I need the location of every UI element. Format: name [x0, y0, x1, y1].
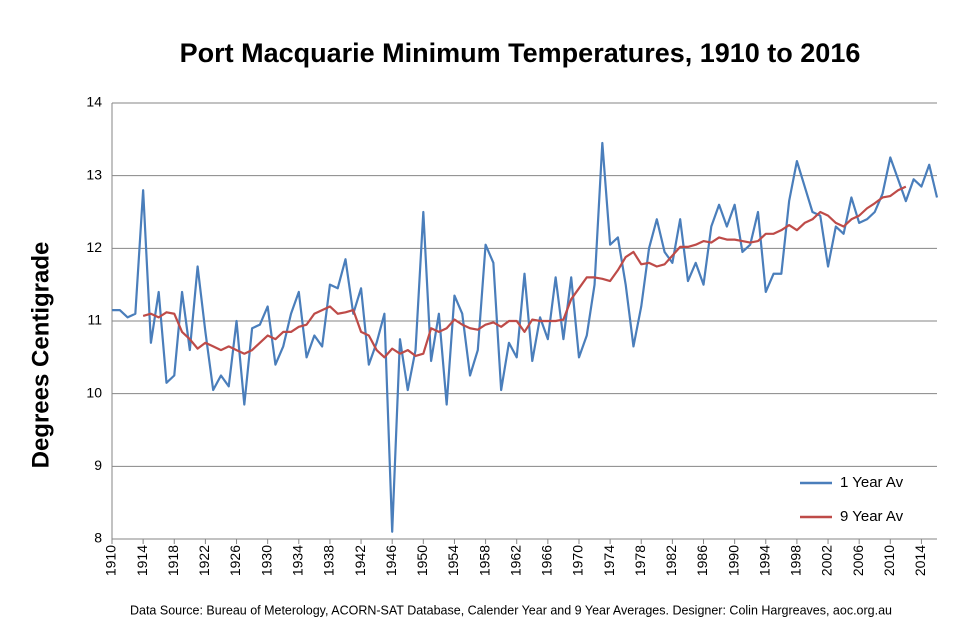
x-tick-label: 1918 — [165, 545, 181, 576]
x-tick-label: 1930 — [258, 545, 274, 576]
y-tick-label: 10 — [86, 384, 102, 400]
x-tick-label: 1962 — [507, 545, 523, 576]
x-tick-label: 1926 — [227, 545, 243, 576]
legend-label: 1 Year Av — [840, 474, 904, 491]
x-tick-label: 1974 — [601, 545, 617, 576]
y-tick-label: 12 — [86, 239, 102, 255]
x-tick-label: 1982 — [663, 545, 679, 576]
series-line — [142, 185, 907, 359]
x-tick-label: 1966 — [539, 545, 555, 576]
y-tick-label: 14 — [86, 94, 102, 110]
x-tick-label: 1910 — [103, 545, 119, 576]
x-tick-label: 2014 — [912, 545, 928, 576]
y-tick-label: 9 — [94, 457, 102, 473]
series-line — [112, 141, 939, 533]
x-tick-label: 1938 — [321, 545, 337, 576]
x-tick-label: 2010 — [881, 545, 897, 576]
x-tick-label: 1950 — [414, 545, 430, 576]
y-tick-label: 11 — [87, 312, 102, 328]
x-tick-label: 2002 — [819, 545, 835, 576]
chart-title: Port Macquarie Minimum Temperatures, 191… — [180, 38, 861, 68]
x-tick-label: 1942 — [352, 545, 368, 576]
x-tick-label: 1934 — [289, 545, 305, 576]
x-tick-label: 1958 — [476, 545, 492, 576]
y-tick-label: 13 — [86, 166, 102, 182]
x-tick-label: 1970 — [570, 545, 586, 576]
x-tick-label: 1922 — [196, 545, 212, 576]
x-tick-label: 1986 — [694, 545, 710, 576]
x-tick-label: 1990 — [725, 545, 741, 576]
x-tick-label: 1954 — [445, 545, 461, 576]
y-axis-label: Degrees Centigrade — [27, 242, 54, 469]
x-tick-label: 1978 — [632, 545, 648, 576]
y-tick-label: 8 — [94, 530, 102, 546]
x-tick-label: 1998 — [788, 545, 804, 576]
footnote: Data Source: Bureau of Meterology, ACORN… — [130, 603, 892, 617]
x-tick-label: 1946 — [383, 545, 399, 576]
x-tick-label: 1994 — [756, 545, 772, 576]
legend-label: 9 Year Av — [840, 508, 904, 525]
x-tick-label: 1914 — [134, 545, 150, 576]
x-tick-label: 2006 — [850, 545, 866, 576]
